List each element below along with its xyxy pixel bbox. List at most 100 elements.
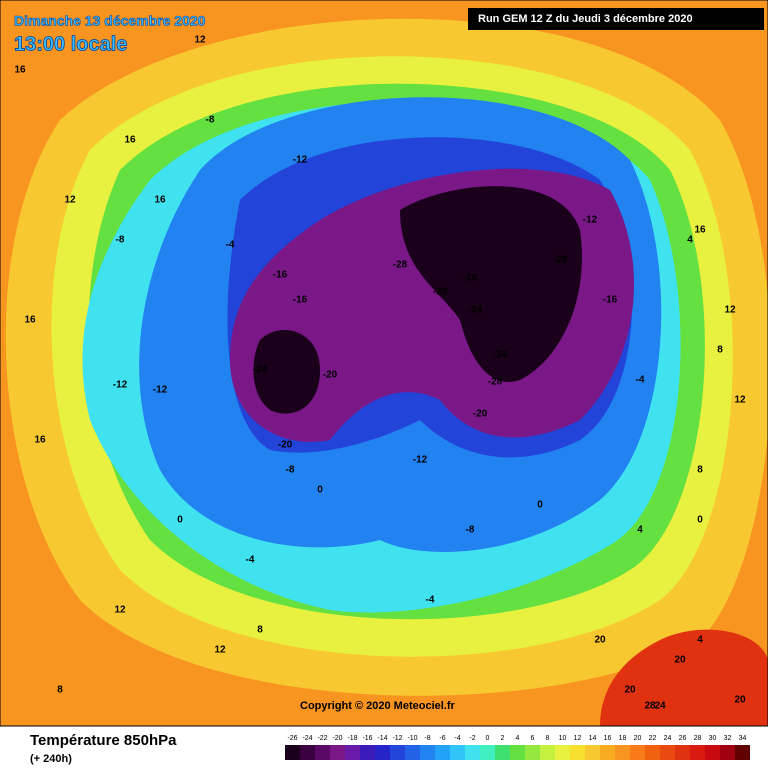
colorbar-swatch	[480, 745, 495, 760]
colorbar-swatch	[465, 745, 480, 760]
colorbar-swatch	[585, 745, 600, 760]
colorbar: -26 -24 -22 -20 -18 -16 -14 -12 -10 -8 -6 -4 -2 0 2 4 6 8…	[285, 735, 750, 760]
colorbar-swatch	[570, 745, 585, 760]
colorbar-label: 12	[574, 735, 582, 742]
colorbar-swatch	[435, 745, 450, 760]
contour-label: 20	[734, 695, 746, 706]
run-box	[468, 8, 764, 30]
contour-label: -12	[583, 215, 598, 226]
colorbar-label: 6	[531, 735, 535, 742]
core-cold	[253, 330, 320, 414]
colorbar-label: 10	[559, 735, 567, 742]
colorbar-swatch	[360, 745, 375, 760]
contour-label: -20	[323, 370, 338, 381]
colorbar-swatch	[735, 745, 750, 760]
contour-label: -24	[493, 350, 508, 361]
run-info: Run GEM 12 Z du Jeudi 3 décembre 2020	[478, 13, 693, 25]
colorbar-swatch	[690, 745, 705, 760]
colorbar-label: 2	[501, 735, 505, 742]
contour-label: 8	[717, 345, 723, 356]
contour-label: -24	[468, 305, 483, 316]
colorbar-swatch	[345, 745, 360, 760]
lead-time: (+ 240h)	[30, 753, 72, 765]
colorbar-swatch	[510, 745, 525, 760]
contour-label: -20	[473, 409, 488, 420]
colorbar-label: 22	[649, 735, 657, 742]
contour-label: 20	[674, 655, 686, 666]
colorbar-swatch	[600, 745, 615, 760]
colorbar-label: -8	[424, 735, 430, 742]
contour-label: -4	[246, 555, 255, 566]
contour-label: 8	[257, 625, 263, 636]
contour-label: 12	[214, 645, 226, 656]
colorbar-label: 4	[516, 735, 520, 742]
contour-label: 12	[64, 195, 76, 206]
colorbar-label: 16	[604, 735, 612, 742]
colorbar-swatch	[645, 745, 660, 760]
contour-label: -12	[413, 455, 428, 466]
colorbar-swatch	[405, 745, 420, 760]
colorbar-swatch	[390, 745, 405, 760]
colorbar-label: 14	[589, 735, 597, 742]
contour-label: -16	[273, 270, 288, 281]
contour-label: 12	[114, 605, 126, 616]
colorbar-label: -4	[454, 735, 460, 742]
contour-labels: 16 16 12 12 16 16 12 12 8 8 4 0 -4 -8 -12 -16 -20 -24 -28 -…	[14, 35, 746, 712]
map: 16 16 12 12 16 16 12 12 8 8 4 0 -4 -8 -12 -16 -20 -24 -28 -…	[0, 0, 768, 727]
colorbar-label: -18	[347, 735, 357, 742]
contour-label: -4	[426, 595, 435, 606]
contour-label: 16	[34, 435, 46, 446]
contour-label: -28	[463, 273, 478, 284]
contour-label: -4	[636, 375, 645, 386]
colorbar-label: -16	[362, 735, 372, 742]
colorbar-swatch	[705, 745, 720, 760]
contour-label: -28	[488, 377, 503, 388]
colorbar-swatch	[420, 745, 435, 760]
colorbar-swatch	[555, 745, 570, 760]
contour-label: 20	[624, 685, 636, 696]
valid-time: 13:00 locale	[14, 33, 127, 55]
colorbar-swatch	[300, 745, 315, 760]
colorbar-label: -24	[302, 735, 312, 742]
contour-label: -20	[433, 287, 448, 298]
contour-label: 16	[14, 65, 26, 76]
contour-label: -28	[553, 255, 568, 266]
colorbar-label: 18	[619, 735, 627, 742]
valid-date: Dimanche 13 décembre 2020	[14, 13, 206, 29]
contour-label: 28	[644, 701, 656, 712]
colorbar-label: 26	[679, 735, 687, 742]
contour-label: 0	[697, 515, 703, 526]
colorbar-label: -10	[407, 735, 417, 742]
colorbar-swatch	[330, 745, 345, 760]
contour-label: -12	[113, 380, 128, 391]
colorbar-swatch	[675, 745, 690, 760]
colorbar-swatch	[525, 745, 540, 760]
contour-label: -12	[153, 385, 168, 396]
colorbar-label: 32	[724, 735, 732, 742]
colorbar-swatch	[720, 745, 735, 760]
contour-label: -8	[116, 235, 125, 246]
contour-label: -16	[603, 295, 618, 306]
map-frame	[0, 0, 768, 727]
contour-label: 16	[154, 195, 166, 206]
colorbar-swatch	[375, 745, 390, 760]
colorbar-label: -14	[377, 735, 387, 742]
contour-label: 24	[654, 701, 666, 712]
contour-label: 16	[694, 225, 706, 236]
contour-label: -4	[226, 240, 235, 251]
contour-label: -20	[278, 440, 293, 451]
contour-label: -16	[293, 295, 308, 306]
copyright: Copyright © 2020 Meteociel.fr	[300, 700, 456, 712]
contour-label: 4	[697, 635, 703, 646]
hot-zone	[600, 629, 768, 726]
contour-label: 4	[637, 525, 643, 536]
contour-label: 20	[594, 635, 606, 646]
colorbar-label: -2	[469, 735, 475, 742]
colorbar-label: 30	[709, 735, 717, 742]
field-title: Température 850hPa	[30, 732, 177, 749]
colorbar-label: 24	[664, 735, 672, 742]
contour-label: -8	[466, 525, 475, 536]
contour-label: -28	[393, 260, 408, 271]
contour-label: 16	[24, 315, 36, 326]
